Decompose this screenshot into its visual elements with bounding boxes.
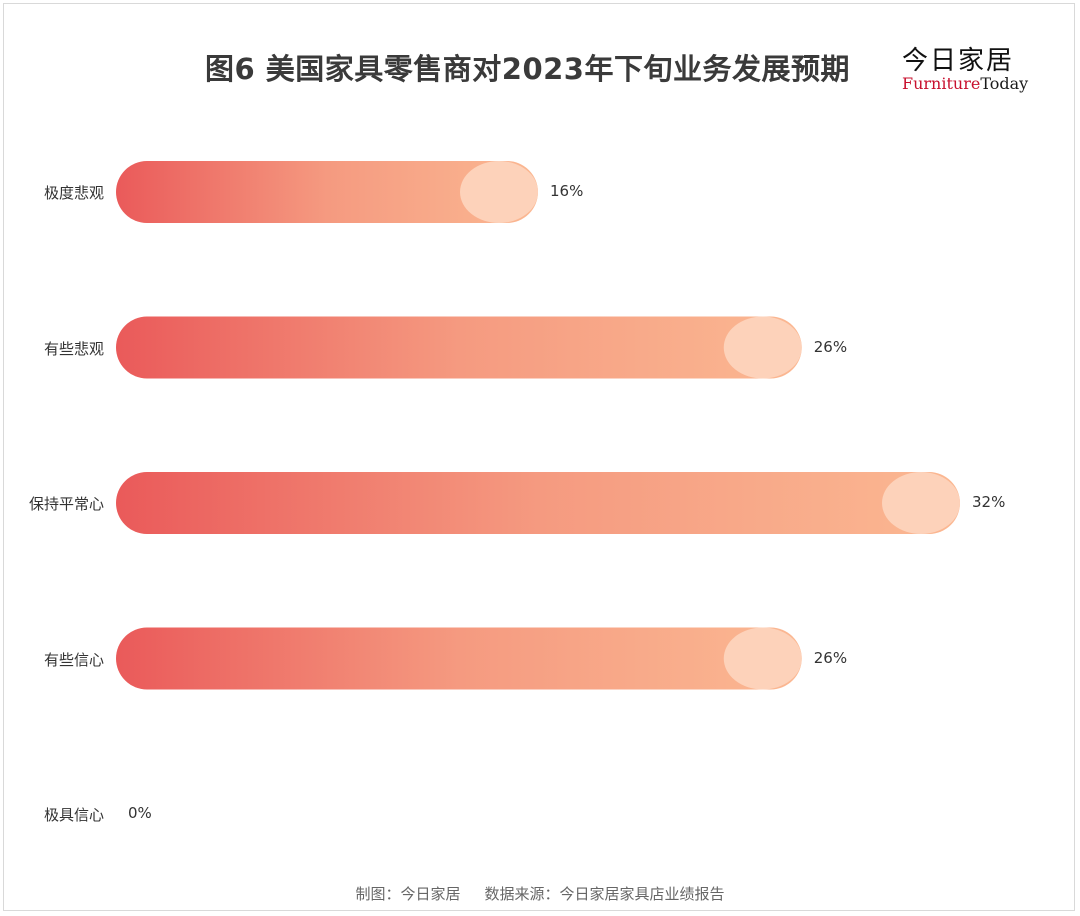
value-label: 26%	[813, 337, 848, 356]
footer-source: 数据来源：今日家居家具店业绩报告	[484, 885, 725, 903]
chart-frame	[3, 3, 1075, 911]
chart-footer: 制图：今日家居 数据来源：今日家居家具店业绩报告	[0, 883, 1080, 904]
category-label: 保持平常心	[28, 495, 104, 513]
value-label: 26%	[813, 648, 848, 667]
bar-cap	[723, 316, 802, 379]
brand-logo-en-part1: Furniture	[902, 74, 981, 93]
category-label: 极度悲观	[43, 184, 104, 202]
value-label: 16%	[550, 182, 584, 200]
value-label: 32%	[972, 493, 1006, 511]
chart-title: 图6 美国家具零售商对2023年下旬业务发展预期	[205, 52, 850, 86]
bar-cap	[460, 161, 538, 223]
brand-logo-en-part2: Today	[980, 74, 1029, 93]
value-label: 0%	[128, 804, 152, 822]
footer-made-by: 制图：今日家居	[355, 885, 461, 903]
bar	[116, 161, 538, 223]
category-label: 有些悲观	[43, 339, 104, 358]
bar-cap	[882, 472, 960, 534]
brand-logo-cn: 今日家居	[902, 46, 1015, 76]
bar-cap	[723, 627, 802, 690]
bar	[116, 472, 960, 534]
category-label: 有些信心	[43, 650, 104, 669]
bar	[116, 316, 802, 379]
brand-logo-en: FurnitureToday	[902, 74, 1028, 93]
category-label: 极具信心	[43, 806, 104, 824]
bar	[116, 627, 802, 690]
